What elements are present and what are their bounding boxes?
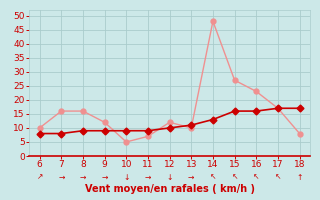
- Text: →: →: [101, 172, 108, 182]
- Text: ↓: ↓: [166, 172, 173, 182]
- Text: ↖: ↖: [231, 172, 238, 182]
- Text: Vent moyen/en rafales ( km/h ): Vent moyen/en rafales ( km/h ): [84, 184, 255, 194]
- Text: →: →: [188, 172, 195, 182]
- Text: ↖: ↖: [253, 172, 260, 182]
- Text: ↑: ↑: [296, 172, 303, 182]
- Text: →: →: [145, 172, 151, 182]
- Text: ↗: ↗: [36, 172, 43, 182]
- Text: ↖: ↖: [275, 172, 281, 182]
- Text: ↓: ↓: [123, 172, 130, 182]
- Text: →: →: [58, 172, 64, 182]
- Text: ↖: ↖: [210, 172, 216, 182]
- Text: →: →: [80, 172, 86, 182]
